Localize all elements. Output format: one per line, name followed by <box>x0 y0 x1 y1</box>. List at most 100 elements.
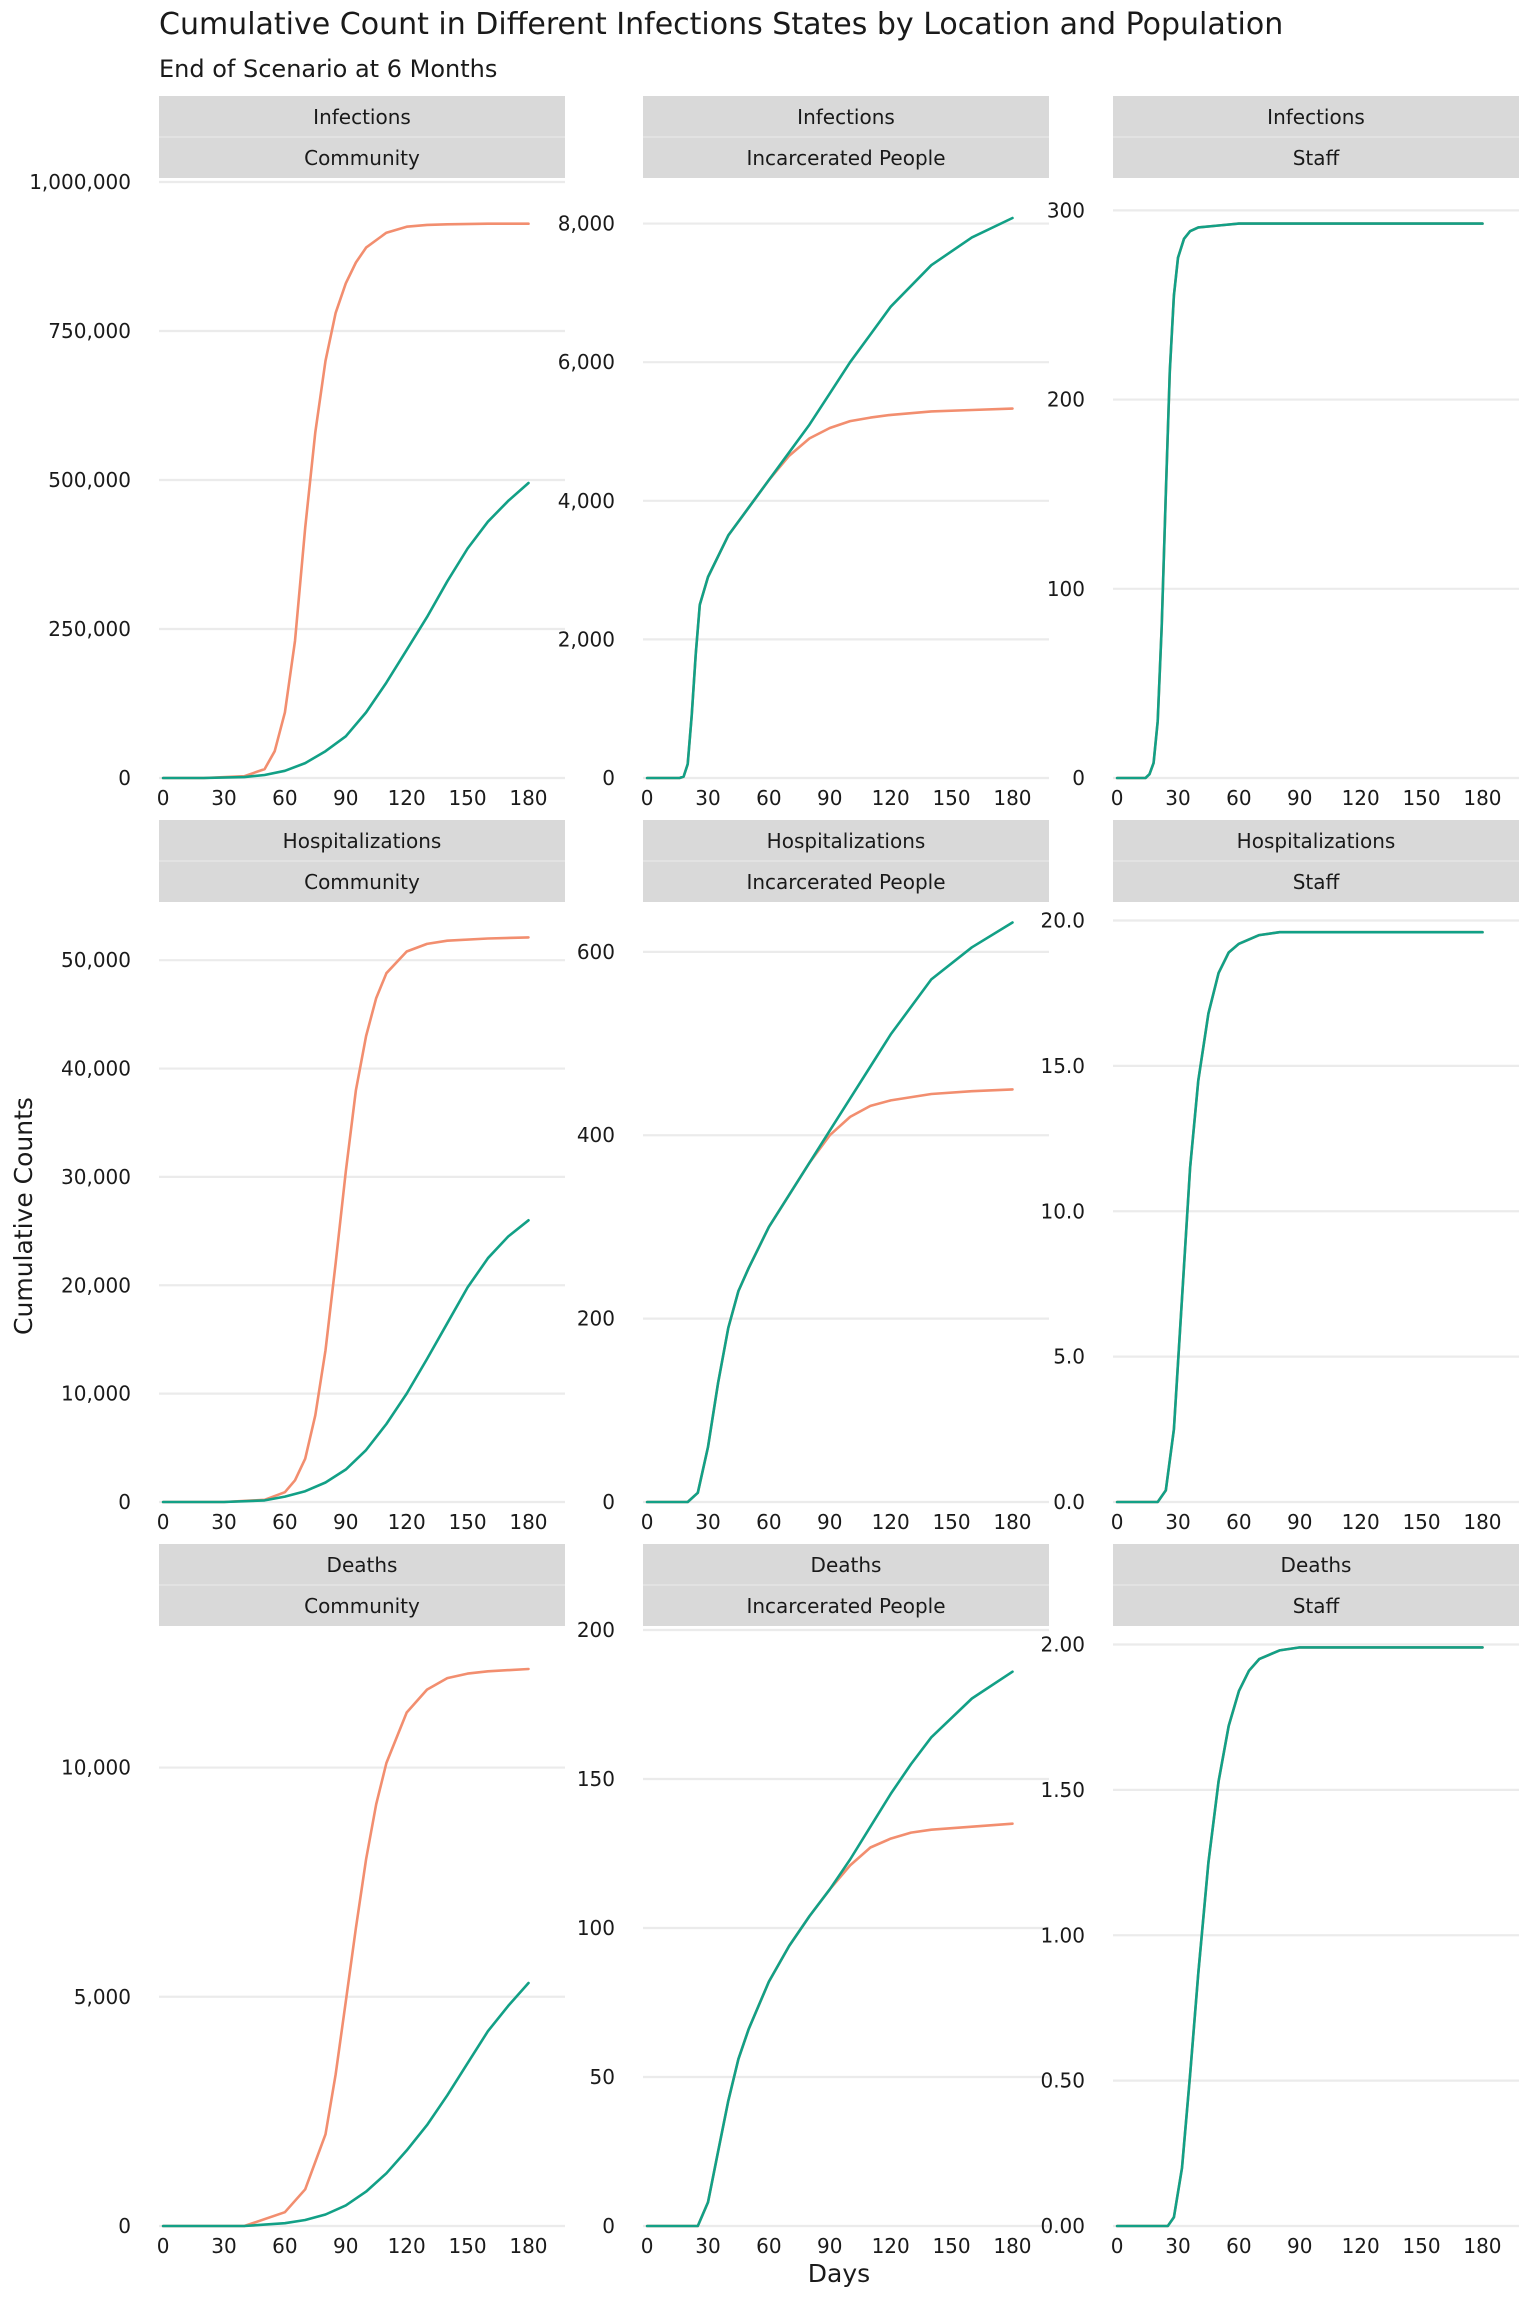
y-tick-label: 10.0 <box>1040 1199 1085 1223</box>
panel-deaths-incarcerated-people: Deaths Incarcerated People 0 50 100 150 200 0 30… <box>577 1544 1049 2258</box>
x-tick-label: 90 <box>1287 1510 1312 1534</box>
x-tick-label: 180 <box>993 2234 1031 2258</box>
x-tick-label: 0 <box>1111 1510 1124 1534</box>
series-line-orange <box>161 1667 530 2228</box>
x-tick-label: 60 <box>1226 2234 1251 2258</box>
y-tick-label: 50,000 <box>61 948 131 972</box>
y-tick-label: 200 <box>577 1307 615 1331</box>
x-tick-label: 150 <box>1402 786 1440 810</box>
x-tick-label: 30 <box>211 2234 236 2258</box>
x-tick-label: 60 <box>1226 1510 1251 1534</box>
panel-infections-community: Infections Community 0 250,000 500,000 750,00… <box>29 96 565 810</box>
y-tick-label: 0.00 <box>1040 2214 1085 2238</box>
series-line-teal <box>1115 222 1484 780</box>
x-tick-label: 150 <box>448 2234 486 2258</box>
series-line-orange <box>161 936 530 1504</box>
y-tick-label: 20,000 <box>61 1273 131 1297</box>
x-axis-label: Days <box>808 2259 870 2288</box>
y-tick-label: 0 <box>118 1490 131 1514</box>
x-tick-label: 90 <box>817 786 842 810</box>
y-tick-label: 30,000 <box>61 1165 131 1189</box>
panel-deaths-community: Deaths Community 0 5,000 10,000 0 30 60 90 120 150… <box>61 1544 565 2258</box>
x-tick-label: 150 <box>1402 2234 1440 2258</box>
x-tick-label: 180 <box>993 1510 1031 1534</box>
x-tick-label: 90 <box>333 2234 358 2258</box>
panel-hospitalizations-community: Hospitalizations Community 0 10,000 20,000 30… <box>61 820 565 1534</box>
strip-label-state: Deaths <box>327 1553 398 1577</box>
y-tick-label: 0.50 <box>1040 2069 1085 2093</box>
x-tick-label: 0 <box>1111 786 1124 810</box>
x-tick-label: 180 <box>509 1510 547 1534</box>
x-tick-label: 0 <box>1111 2234 1124 2258</box>
x-tick-label: 120 <box>388 2234 426 2258</box>
series-line-orange <box>1115 222 1484 780</box>
y-tick-label: 40,000 <box>61 1057 131 1081</box>
x-tick-label: 180 <box>993 786 1031 810</box>
x-tick-label: 30 <box>695 2234 720 2258</box>
x-tick-label: 90 <box>1287 786 1312 810</box>
x-tick-label: 120 <box>388 786 426 810</box>
y-tick-label: 100 <box>1047 577 1085 601</box>
series-line-orange <box>1115 1646 1484 2228</box>
y-tick-label: 0 <box>602 766 615 790</box>
y-tick-label: 250,000 <box>48 617 131 641</box>
x-tick-label: 120 <box>388 1510 426 1534</box>
strip-label-state: Infections <box>313 105 411 129</box>
series-line-teal <box>645 921 1014 1504</box>
y-tick-label: 150 <box>577 1767 615 1791</box>
series-line-orange <box>161 222 530 780</box>
strip-label-population: Incarcerated People <box>746 1594 945 1618</box>
y-tick-label: 0 <box>602 1490 615 1514</box>
x-tick-label: 120 <box>1342 1510 1380 1534</box>
series-line-teal <box>161 1219 530 1504</box>
x-tick-label: 0 <box>641 786 654 810</box>
y-tick-label: 200 <box>1047 388 1085 412</box>
y-tick-label: 0 <box>118 766 131 790</box>
x-tick-label: 120 <box>872 786 910 810</box>
y-tick-label: 20.0 <box>1040 909 1085 933</box>
chart-title: Cumulative Count in Different Infections… <box>159 7 1283 42</box>
strip-label-population: Community <box>304 1594 420 1618</box>
panel-hospitalizations-incarcerated-people: Hospitalizations Incarcerated People 0 200 4… <box>577 820 1049 1534</box>
x-tick-label: 180 <box>509 786 547 810</box>
y-tick-label: 2,000 <box>558 627 615 651</box>
x-tick-label: 30 <box>211 786 236 810</box>
x-tick-label: 30 <box>695 786 720 810</box>
series-line-orange <box>645 1088 1014 1504</box>
x-tick-label: 180 <box>1463 1510 1501 1534</box>
strip-label-state: Deaths <box>1281 1553 1352 1577</box>
y-tick-label: 0 <box>602 2214 615 2238</box>
x-tick-label: 0 <box>157 786 170 810</box>
x-tick-label: 60 <box>756 786 781 810</box>
strip-label-population: Incarcerated People <box>746 870 945 894</box>
x-tick-label: 180 <box>1463 786 1501 810</box>
strip-label-population: Staff <box>1293 870 1341 894</box>
strip-label-state: Hospitalizations <box>1237 829 1396 853</box>
y-tick-label: 5.0 <box>1053 1345 1085 1369</box>
y-tick-label: 6,000 <box>558 350 615 374</box>
strip-label-population: Staff <box>1293 146 1341 170</box>
y-tick-label: 5,000 <box>74 1985 131 2009</box>
x-tick-label: 0 <box>157 2234 170 2258</box>
panel-hospitalizations-staff: Hospitalizations Staff 0.0 5.0 10.0 15.0 20.0 0… <box>1040 820 1519 1534</box>
x-tick-label: 60 <box>272 1510 297 1534</box>
strip-label-population: Incarcerated People <box>746 146 945 170</box>
x-tick-label: 150 <box>1402 1510 1440 1534</box>
x-tick-label: 90 <box>817 2234 842 2258</box>
panel-infections-staff: Infections Staff 0 100 200 300 0 30 60 90 120 150 18… <box>1047 96 1519 810</box>
y-tick-label: 500,000 <box>48 468 131 492</box>
strip-label-population: Community <box>304 146 420 170</box>
y-tick-label: 1,000,000 <box>29 170 131 194</box>
x-tick-label: 90 <box>333 786 358 810</box>
series-line-teal <box>645 1670 1014 2228</box>
strip-label-population: Staff <box>1293 1594 1341 1618</box>
y-tick-label: 1.00 <box>1040 1923 1085 1947</box>
y-tick-label: 300 <box>1047 198 1085 222</box>
y-tick-label: 200 <box>577 1618 615 1642</box>
y-tick-label: 8,000 <box>558 212 615 236</box>
y-tick-label: 0.0 <box>1053 1490 1085 1514</box>
x-tick-label: 150 <box>932 786 970 810</box>
x-tick-label: 120 <box>872 1510 910 1534</box>
x-tick-label: 150 <box>448 1510 486 1534</box>
